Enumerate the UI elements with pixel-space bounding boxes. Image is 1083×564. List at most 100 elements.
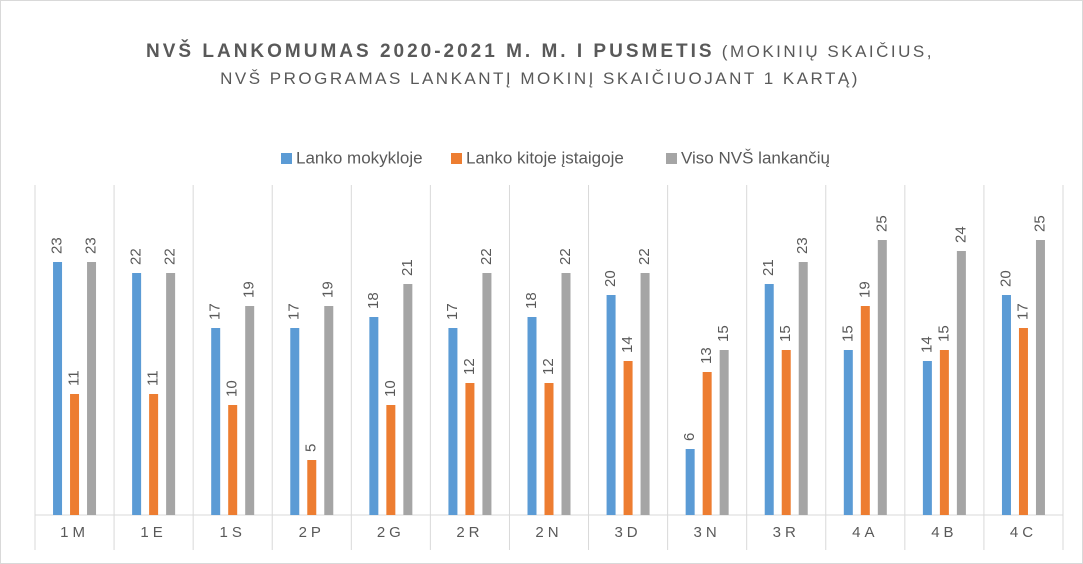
bar: [132, 273, 142, 515]
data-label: 17: [286, 303, 303, 320]
data-label: 19: [320, 281, 337, 298]
bar: [798, 262, 808, 515]
data-label: 15: [839, 325, 856, 342]
bar: [544, 383, 554, 515]
bar: [640, 273, 650, 515]
data-label: 25: [873, 215, 890, 232]
bar: [465, 383, 475, 515]
data-label: 22: [128, 248, 145, 265]
data-label: 24: [952, 226, 969, 243]
bar: [211, 328, 221, 515]
legend-label: Lanko kitoje įstaigoje: [466, 148, 624, 167]
chart-title-block: NVŠ LANKOMUMAS 2020-2021 M. M. I PUSMETI…: [140, 38, 940, 92]
data-label: 23: [49, 237, 66, 254]
chart-title: NVŠ LANKOMUMAS 2020-2021 M. M. I PUSMETI…: [146, 41, 715, 62]
data-label: 22: [636, 248, 653, 265]
bar: [561, 273, 571, 515]
data-label: 22: [162, 248, 179, 265]
bar: [781, 350, 791, 515]
x-tick-label: 1E: [140, 524, 166, 541]
bar: [228, 405, 238, 515]
bar: [87, 262, 97, 515]
data-label: 25: [1031, 215, 1048, 232]
bar: [290, 328, 300, 515]
bar: [369, 317, 379, 515]
data-label: 17: [207, 303, 224, 320]
x-tick-label: 4B: [931, 524, 957, 541]
bar: [1035, 240, 1045, 515]
data-label: 13: [698, 347, 715, 364]
bar: [956, 251, 966, 515]
data-label: 11: [66, 370, 83, 386]
bar: [70, 394, 80, 515]
data-label: 18: [523, 292, 540, 309]
x-tick-label: 3D: [614, 524, 641, 541]
x-tick-label: 2P: [299, 524, 325, 541]
data-label: 23: [83, 237, 100, 254]
bar: [764, 284, 774, 515]
x-tick-label: 1M: [60, 524, 89, 541]
data-label: 20: [997, 270, 1014, 287]
chart-subtitle: (MOKINIŲ SKAIČIUS, NVŠ PROGRAMAS LANKANT…: [220, 42, 934, 88]
data-label: 17: [1014, 303, 1031, 320]
bar: [149, 394, 159, 515]
legend-swatch: [451, 153, 462, 164]
data-label: 14: [918, 336, 935, 353]
legend-swatch: [666, 153, 677, 164]
data-label: 19: [856, 281, 873, 298]
data-label: 12: [461, 358, 478, 375]
bar: [877, 240, 887, 515]
bar: [53, 262, 63, 515]
x-tick-label: 4C: [1010, 524, 1037, 541]
bar: [922, 361, 932, 515]
bar: [623, 361, 633, 515]
bar: [324, 306, 334, 515]
x-tick-label: 1S: [220, 524, 246, 541]
x-tick-label: 3R: [773, 524, 800, 541]
x-tick-label: 3N: [694, 524, 721, 541]
x-tick-label: 2N: [535, 524, 562, 541]
bar: [606, 295, 616, 515]
data-label: 22: [557, 248, 574, 265]
data-label: 5: [303, 444, 320, 452]
data-label: 15: [935, 325, 952, 342]
bar: [403, 284, 413, 515]
data-label: 12: [540, 358, 557, 375]
data-label: 15: [777, 325, 794, 342]
x-tick-label: 2G: [377, 524, 405, 541]
bar: [1018, 328, 1028, 515]
bar: [482, 273, 492, 515]
bar: [860, 306, 870, 515]
x-tick-label: 2R: [456, 524, 483, 541]
data-label: 10: [382, 380, 399, 397]
bar: [386, 405, 396, 515]
legend-label: Lanko mokykloje: [296, 148, 423, 167]
data-label: 23: [794, 237, 811, 254]
legend-swatch: [281, 153, 292, 164]
bar: [1001, 295, 1011, 515]
legend-label: Viso NVŠ lankančių: [681, 148, 830, 167]
data-label: 15: [715, 325, 732, 342]
data-label: 17: [444, 303, 461, 320]
bar: [685, 449, 695, 515]
bar: [843, 350, 853, 515]
bar: [527, 317, 537, 515]
bar: [939, 350, 949, 515]
bar: [245, 306, 255, 515]
x-tick-label: 4A: [852, 524, 878, 541]
data-label: 10: [224, 380, 241, 397]
data-label: 21: [399, 259, 416, 276]
bar: [702, 372, 712, 515]
data-label: 11: [145, 370, 162, 386]
bar: [307, 460, 317, 515]
bar: [448, 328, 458, 515]
data-label: 20: [602, 270, 619, 287]
data-label: 14: [619, 336, 636, 353]
bar: [719, 350, 729, 515]
data-label: 19: [241, 281, 258, 298]
data-label: 21: [760, 259, 777, 276]
data-label: 6: [681, 433, 698, 441]
